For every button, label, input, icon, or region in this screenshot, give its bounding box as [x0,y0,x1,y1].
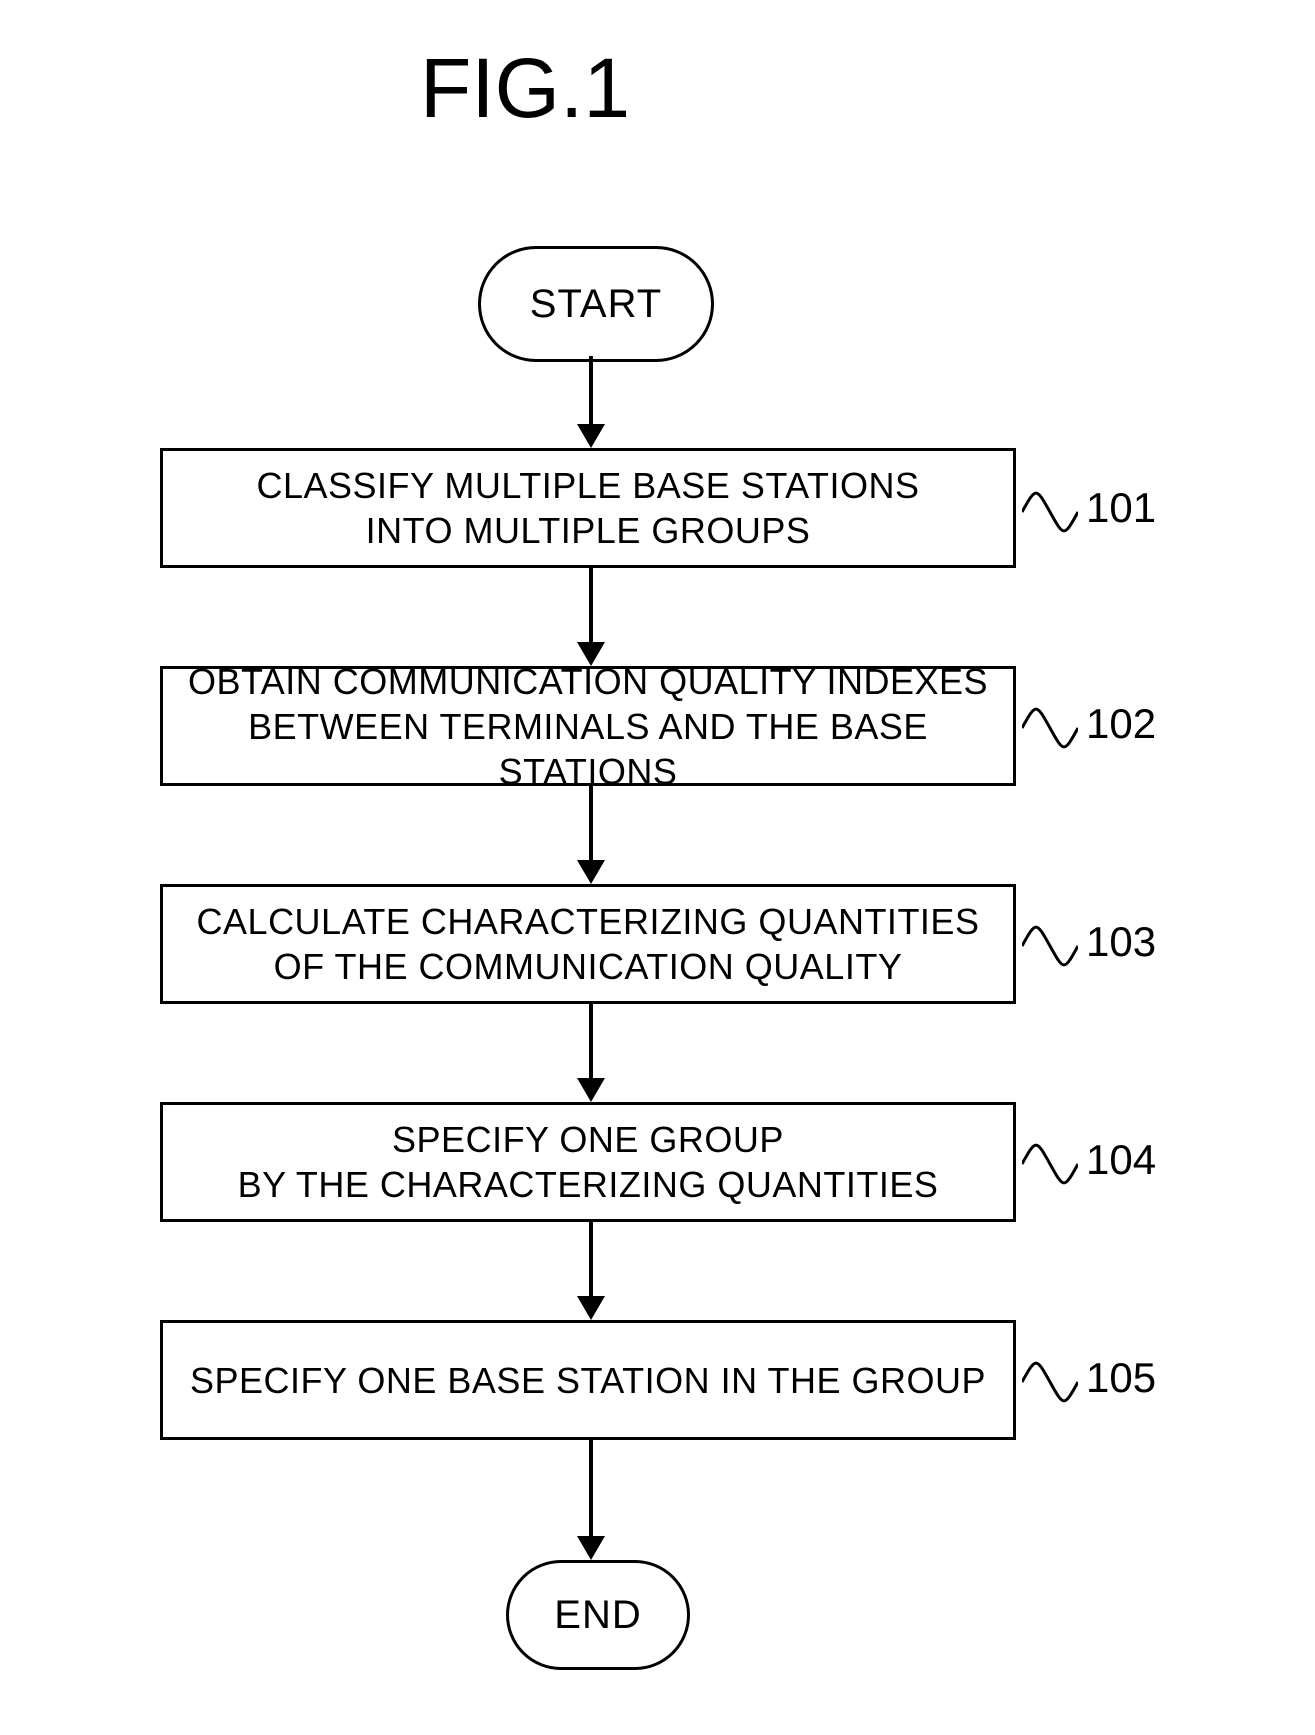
process-step-5-text: SPECIFY ONE BASE STATION IN THE GROUP [190,1358,986,1403]
process-step-4-text: SPECIFY ONE GROUP BY THE CHARACTERIZING … [238,1117,939,1207]
step-5-label: 105 [1086,1354,1156,1402]
arrow-line-1 [589,568,593,642]
start-terminator: START [478,246,714,362]
process-step-3-line1: CALCULATE CHARACTERIZING QUANTITIES [197,901,980,942]
flowchart-canvas: FIG.1 START CLASSIFY MULTIPLE BASE STATI… [0,0,1315,1735]
process-step-3: CALCULATE CHARACTERIZING QUANTITIES OF T… [160,884,1016,1004]
process-step-1: CLASSIFY MULTIPLE BASE STATIONS INTO MUL… [160,448,1016,568]
step-1-label: 101 [1086,484,1156,532]
process-step-5: SPECIFY ONE BASE STATION IN THE GROUP [160,1320,1016,1440]
arrow-head-3 [577,1078,605,1102]
process-step-1-line2: INTO MULTIPLE GROUPS [366,510,811,551]
end-label: END [554,1593,641,1638]
process-step-5-line1: SPECIFY ONE BASE STATION IN THE GROUP [190,1360,986,1401]
callout-curve-2 [1022,918,1078,974]
callout-curve-1 [1022,700,1078,756]
arrow-line-4 [589,1222,593,1296]
arrow-line-0 [589,356,593,424]
process-step-2: OBTAIN COMMUNICATION QUALITY INDEXES BET… [160,666,1016,786]
process-step-4: SPECIFY ONE GROUP BY THE CHARACTERIZING … [160,1102,1016,1222]
step-2-label: 102 [1086,700,1156,748]
figure-title: FIG.1 [420,40,630,137]
end-terminator: END [506,1560,690,1670]
callout-curve-0 [1022,484,1078,540]
process-step-4-line2: BY THE CHARACTERIZING QUANTITIES [238,1164,939,1205]
process-step-3-text: CALCULATE CHARACTERIZING QUANTITIES OF T… [197,899,980,989]
arrow-head-4 [577,1296,605,1320]
callout-curve-3 [1022,1136,1078,1192]
arrow-line-5 [589,1440,593,1536]
arrow-line-2 [589,786,593,860]
process-step-2-line1: OBTAIN COMMUNICATION QUALITY INDEXES [188,661,988,702]
arrow-head-5 [577,1536,605,1560]
arrow-head-2 [577,860,605,884]
process-step-1-line1: CLASSIFY MULTIPLE BASE STATIONS [256,465,919,506]
step-3-label: 103 [1086,918,1156,966]
callout-curve-4 [1022,1354,1078,1410]
step-4-label: 104 [1086,1136,1156,1184]
arrow-head-0 [577,424,605,448]
process-step-1-text: CLASSIFY MULTIPLE BASE STATIONS INTO MUL… [256,463,919,553]
process-step-4-line1: SPECIFY ONE GROUP [392,1119,784,1160]
start-label: START [530,282,662,327]
arrow-line-3 [589,1004,593,1078]
process-step-2-line2: BETWEEN TERMINALS AND THE BASE STATIONS [248,706,928,792]
process-step-2-text: OBTAIN COMMUNICATION QUALITY INDEXES BET… [177,659,999,794]
arrow-head-1 [577,642,605,666]
process-step-3-line2: OF THE COMMUNICATION QUALITY [274,946,903,987]
